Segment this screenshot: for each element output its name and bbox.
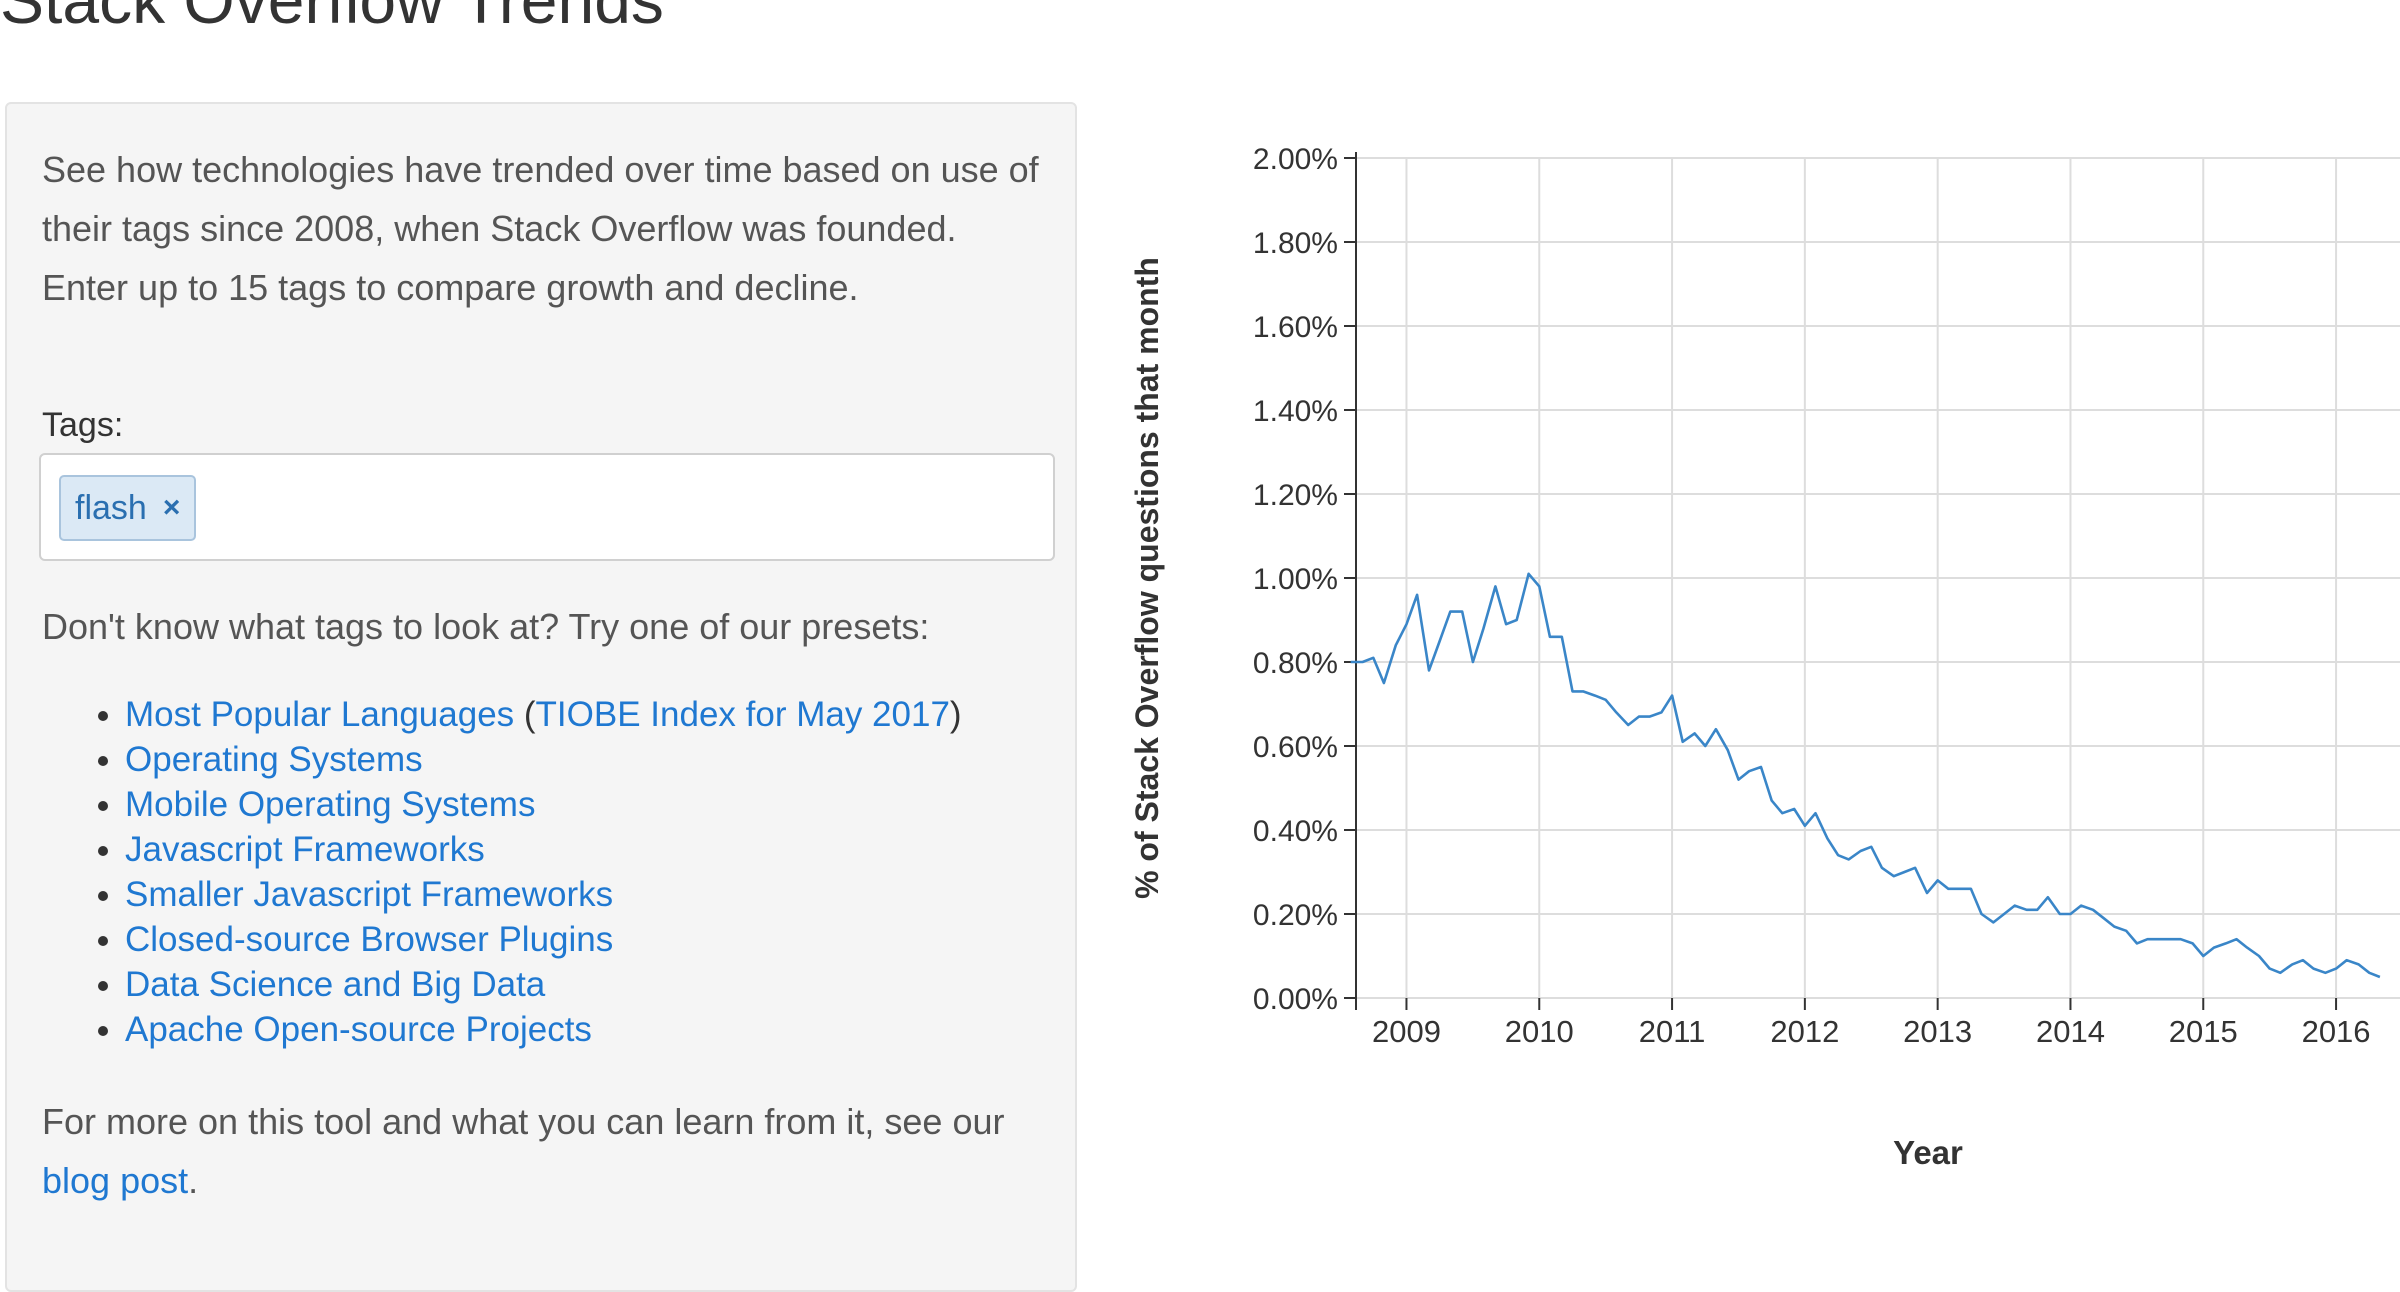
presets-prompt: Don't know what tags to look at? Try one…: [42, 606, 930, 647]
list-item: Data Science and Big Data: [125, 962, 962, 1007]
x-tick-label: 2016: [2302, 1014, 2371, 1049]
preset-link-javascript-frameworks[interactable]: Javascript Frameworks: [125, 830, 485, 869]
list-item: Operating Systems: [125, 737, 962, 782]
y-tick-label: 0.40%: [1253, 815, 1338, 848]
y-tick-label: 1.80%: [1253, 227, 1338, 260]
remove-tag-icon[interactable]: ×: [162, 491, 181, 524]
list-item: Closed-source Browser Plugins: [125, 917, 962, 962]
tiobe-index-link[interactable]: TIOBE Index for May 2017: [535, 695, 950, 734]
y-tick-label: 0.80%: [1253, 647, 1338, 680]
y-tick-label: 1.40%: [1253, 395, 1338, 428]
y-tick-label: 1.20%: [1253, 479, 1338, 512]
tags-label: Tags:: [42, 406, 124, 444]
x-tick-label: 2011: [1639, 1014, 1706, 1049]
x-tick-label: 2012: [1770, 1014, 1839, 1049]
preset-link-apache-projects[interactable]: Apache Open-source Projects: [125, 1010, 592, 1049]
tag-chip-flash: flash ×: [59, 475, 197, 541]
preset-link-closed-source-browser-plugins[interactable]: Closed-source Browser Plugins: [125, 920, 614, 959]
y-tick-label: 1.60%: [1253, 311, 1338, 344]
chart-grid: [1356, 157, 2400, 999]
outro-text: For more on this tool and what you can l…: [42, 1092, 1042, 1210]
x-tick-label: 2010: [1505, 1014, 1574, 1049]
x-tick-label: 2013: [1903, 1014, 1972, 1049]
list-item: Javascript Frameworks: [125, 827, 962, 872]
x-tick-label: 2015: [2169, 1014, 2238, 1049]
y-tick-label: 0.60%: [1253, 731, 1338, 764]
list-item: Most Popular Languages (TIOBE Index for …: [125, 692, 962, 737]
series-line-flash: [1350, 572, 2381, 979]
y-axis-label: % of Stack Overflow questions that month: [1129, 257, 1165, 899]
x-axis-label: Year: [1893, 1134, 1963, 1171]
y-tick-label: 2.00%: [1253, 143, 1338, 176]
preset-link-mobile-operating-systems[interactable]: Mobile Operating Systems: [125, 785, 536, 824]
tags-input[interactable]: flash ×: [39, 453, 1055, 561]
preset-link-data-science[interactable]: Data Science and Big Data: [125, 965, 546, 1004]
preset-link-most-popular-languages[interactable]: Most Popular Languages: [125, 695, 515, 734]
y-tick-label: 1.00%: [1253, 563, 1338, 596]
trend-chart: 0.00% 0.20% 0.40% 0.60% 0.80% 1.00% 1.20% 1.40%…: [1129, 143, 2400, 1171]
tag-chip-label: flash: [75, 488, 147, 527]
outro-text-end: .: [188, 1160, 199, 1201]
y-tick-label: 0.20%: [1253, 899, 1338, 932]
list-item: Smaller Javascript Frameworks: [125, 872, 962, 917]
outro-text-start: For more on this tool and what you can l…: [42, 1101, 1005, 1142]
presets-list: Most Popular Languages (TIOBE Index for …: [85, 692, 962, 1052]
chart-series: [1350, 572, 2381, 979]
chart-axes: 0.00% 0.20% 0.40% 0.60% 0.80% 1.00% 1.20% 1.40%…: [1253, 143, 2371, 1049]
preset-link-smaller-javascript-frameworks[interactable]: Smaller Javascript Frameworks: [125, 875, 614, 914]
intro-text: See how technologies have trended over t…: [42, 149, 1039, 308]
preset-link-operating-systems[interactable]: Operating Systems: [125, 740, 423, 779]
x-tick-label: 2009: [1372, 1014, 1441, 1049]
blog-post-link[interactable]: blog post: [42, 1160, 189, 1201]
sidebar-panel: See how technologies have trended over t…: [5, 102, 1077, 1292]
list-item: Apache Open-source Projects: [125, 1007, 962, 1052]
y-tick-label: 0.00%: [1253, 983, 1338, 1016]
x-tick-label: 2014: [2036, 1014, 2105, 1049]
list-item: Mobile Operating Systems: [125, 782, 962, 827]
page-title: Stack Overflow Trends: [0, 0, 664, 37]
